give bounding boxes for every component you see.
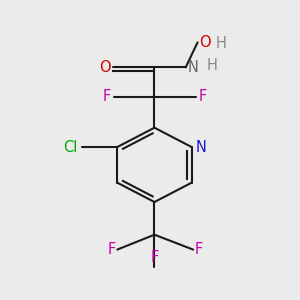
Text: F: F	[198, 89, 207, 104]
Text: F: F	[108, 242, 116, 257]
Text: F: F	[103, 89, 111, 104]
Text: N: N	[196, 140, 207, 154]
Text: F: F	[195, 242, 203, 257]
Text: F: F	[150, 250, 159, 265]
Text: Cl: Cl	[63, 140, 77, 154]
Text: O: O	[99, 60, 110, 75]
Text: O: O	[199, 35, 211, 50]
Text: N: N	[187, 60, 198, 75]
Text: H: H	[215, 36, 226, 51]
Text: H: H	[206, 58, 217, 74]
